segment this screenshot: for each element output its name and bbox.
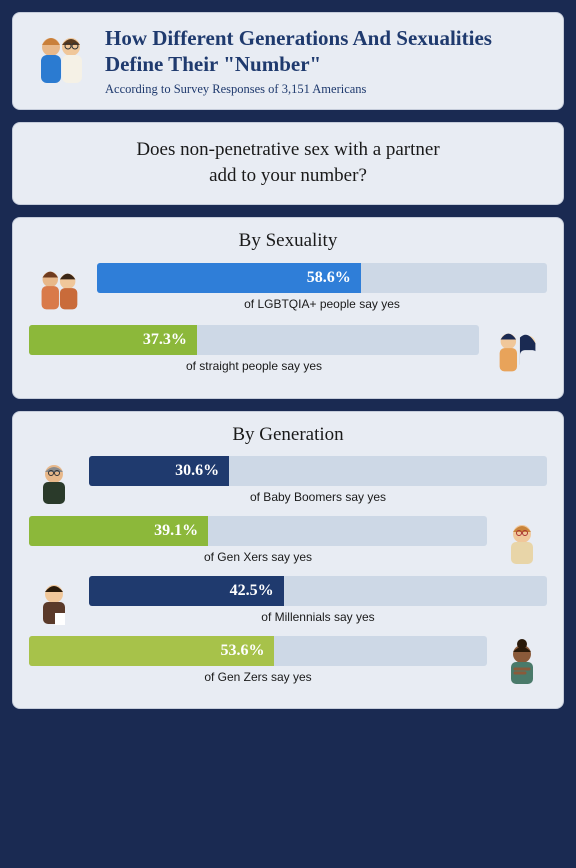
bar-fill: 53.6% <box>29 636 274 666</box>
header-title: How Different Generations And Sexualitie… <box>105 25 547 78</box>
lgbtqia-couple-icon <box>29 262 87 320</box>
bar-fill: 37.3% <box>29 325 197 355</box>
bar-caption: of LGBTQIA+ people say yes <box>97 297 547 311</box>
bar-track: 53.6% <box>29 636 487 666</box>
question-card: Does non-penetrative sex with a partner … <box>12 122 564 205</box>
bar-track: 58.6% <box>97 263 547 293</box>
generation-bar-3: 53.6% of Gen Zers say yes <box>29 636 487 692</box>
header-subtitle: According to Survey Responses of 3,151 A… <box>105 82 547 97</box>
bar-caption: of Gen Xers say yes <box>29 550 487 564</box>
sexuality-row-0: 58.6% of LGBTQIA+ people say yes <box>29 262 547 320</box>
header-text: How Different Generations And Sexualitie… <box>105 25 547 97</box>
straight-couple-icon <box>489 324 547 382</box>
sexuality-bar-0: 58.6% of LGBTQIA+ people say yes <box>97 263 547 319</box>
generation-row-3: 53.6% of Gen Zers say yes <box>29 636 547 692</box>
question-line1: Does non-penetrative sex with a partner <box>29 137 547 164</box>
header-card: How Different Generations And Sexualitie… <box>12 12 564 110</box>
generation-row-1: 39.1% of Gen Xers say yes <box>29 516 547 572</box>
sexuality-title: By Sexuality <box>29 230 547 252</box>
generation-row-2: 42.5% of Millennials say yes <box>29 576 547 632</box>
generation-card: By Generation 30.6% of Baby Boomers say … <box>12 411 564 709</box>
bar-caption: of Millennials say yes <box>89 610 547 624</box>
bar-fill: 30.6% <box>89 456 229 486</box>
sexuality-row-1: 37.3% of straight people say yes <box>29 324 547 382</box>
bar-fill: 39.1% <box>29 516 208 546</box>
bar-track: 37.3% <box>29 325 479 355</box>
bar-caption: of Baby Boomers say yes <box>89 490 547 504</box>
generation-row-0: 30.6% of Baby Boomers say yes <box>29 456 547 512</box>
bar-caption: of straight people say yes <box>29 359 479 373</box>
bar-track: 30.6% <box>89 456 547 486</box>
bar-fill: 58.6% <box>97 263 361 293</box>
generation-title: By Generation <box>29 424 547 446</box>
baby-boomer-icon <box>29 459 79 509</box>
generation-bar-0: 30.6% of Baby Boomers say yes <box>89 456 547 512</box>
bar-track: 42.5% <box>89 576 547 606</box>
gen-x-icon <box>497 519 547 569</box>
sexuality-card: By Sexuality 58.6% of LGBTQIA+ people sa… <box>12 217 564 399</box>
gen-z-icon <box>497 639 547 689</box>
generation-bar-2: 42.5% of Millennials say yes <box>89 576 547 632</box>
bar-caption: of Gen Zers say yes <box>29 670 487 684</box>
question-line2: add to your number? <box>29 163 547 190</box>
generation-bar-1: 39.1% of Gen Xers say yes <box>29 516 487 572</box>
header-illustration <box>29 29 93 93</box>
millennial-icon <box>29 579 79 629</box>
sexuality-bar-1: 37.3% of straight people say yes <box>29 325 479 381</box>
bar-fill: 42.5% <box>89 576 284 606</box>
bar-track: 39.1% <box>29 516 487 546</box>
